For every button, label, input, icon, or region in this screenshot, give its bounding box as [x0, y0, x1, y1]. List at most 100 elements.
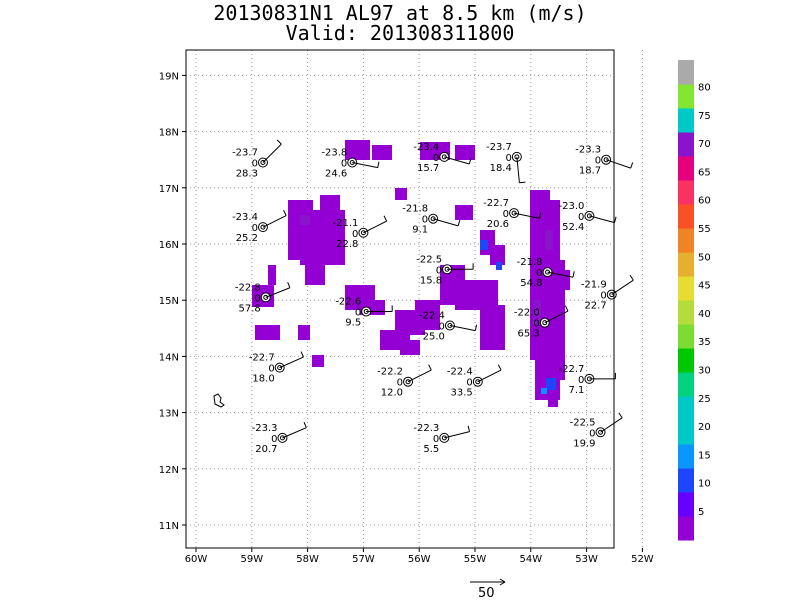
wind-barb — [282, 427, 307, 439]
station-speed: 22.8 — [336, 239, 358, 250]
station-speed: 20.7 — [255, 444, 277, 455]
station-temp: -23.8 — [321, 148, 347, 159]
station-speed: 25.2 — [236, 233, 258, 244]
station-speed: 22.7 — [584, 301, 606, 312]
wind-cell — [298, 325, 310, 340]
wind-barb — [433, 218, 459, 227]
wind-cell — [372, 145, 392, 160]
wind-barb — [600, 417, 623, 433]
colorbar-label: 5 — [698, 507, 704, 518]
station-temp: -23.7 — [232, 148, 258, 159]
wind-cell — [305, 260, 325, 285]
station-speed: 18.0 — [252, 374, 274, 385]
station-value: 0 — [252, 223, 258, 234]
station-dot — [360, 230, 366, 236]
station-value: 0 — [352, 229, 358, 240]
colorbar-label: 30 — [698, 366, 711, 377]
station-plot: -21.809.1 — [402, 204, 461, 236]
station-temp: -22.3 — [413, 423, 439, 434]
lon-tick-label: 55W — [464, 554, 487, 565]
station-dot — [260, 224, 266, 230]
colorbar-swatch — [678, 156, 694, 181]
wind-cell — [541, 388, 547, 394]
station-dot — [475, 379, 481, 385]
station-temp: -23.7 — [486, 142, 512, 153]
wind-cell — [545, 230, 553, 250]
wind-cell — [535, 355, 560, 400]
colorbar-swatch — [678, 132, 694, 157]
colorbar-label: 25 — [698, 394, 711, 405]
wind-barb — [407, 369, 432, 383]
station-speed: 52.4 — [562, 222, 584, 233]
reference-vector: 50 — [470, 578, 506, 600]
station-dot — [598, 429, 604, 435]
colorbar-swatch — [678, 276, 694, 301]
wind-barb — [513, 212, 540, 219]
wind-barb — [544, 310, 569, 324]
wind-cell — [548, 395, 558, 407]
wind-cell — [300, 215, 310, 225]
station-dot — [405, 379, 411, 385]
station-speed: 15.8 — [420, 275, 442, 286]
coastline — [213, 393, 225, 408]
station-dot — [277, 365, 283, 371]
colorbar-swatch — [678, 324, 694, 349]
colorbar-swatch — [678, 228, 694, 253]
wind-barb-feather — [474, 324, 478, 331]
colorbar-label: 45 — [698, 281, 711, 292]
station-dot — [279, 435, 285, 441]
station-plot: -22.609.5 — [335, 296, 393, 328]
colorbar-label: 40 — [698, 309, 711, 320]
wind-barb — [265, 287, 291, 298]
wind-cell — [395, 188, 407, 200]
lat-tick-label: 16N — [159, 240, 179, 251]
colorbar-swatch — [678, 108, 694, 133]
colorbar-swatch — [678, 396, 694, 421]
reference-vector-label: 50 — [478, 586, 495, 600]
wind-barb — [611, 279, 634, 295]
station-speed: 65.3 — [517, 329, 539, 340]
colorbar-swatch — [678, 348, 694, 373]
station-dot — [586, 213, 592, 219]
colorbar: 5 10 15 20 25 30 35 40 45 50 55 60 65 70 75 80 — [678, 60, 711, 541]
lat-tick-label: 19N — [159, 71, 179, 82]
colorbar-swatch — [678, 468, 694, 493]
colorbar-label: 10 — [698, 479, 711, 490]
wind-barb-feather — [630, 162, 634, 169]
wind-barb — [477, 369, 502, 383]
station-temp: -23.0 — [559, 201, 585, 212]
wind-barb — [279, 356, 304, 369]
wind-cell — [455, 145, 475, 160]
wind-barb — [444, 156, 470, 165]
colorbar-label: 20 — [698, 422, 711, 433]
station-speed: 20.6 — [487, 219, 509, 230]
colorbar-label: 35 — [698, 337, 711, 348]
station-value: 0 — [422, 215, 428, 226]
wind-barb-feather — [629, 274, 634, 281]
map-title: 20130831N1 AL97 at 8.5 km (m/s) — [213, 1, 587, 25]
lat-tick-label: 15N — [159, 296, 179, 307]
station-dot — [260, 160, 266, 166]
colorbar-label: 60 — [698, 196, 711, 207]
wind-cell — [533, 300, 541, 325]
wind-barb — [589, 215, 615, 224]
station-temp: -23.3 — [575, 145, 601, 156]
wind-cell — [492, 335, 504, 350]
wind-barb-feather — [377, 161, 380, 168]
wind-barb — [516, 156, 520, 183]
island-outline — [213, 393, 225, 408]
colorbar-swatch — [678, 252, 694, 277]
wind-barb — [547, 271, 574, 278]
station-value: 0 — [503, 209, 509, 220]
colorbar-swatch — [678, 372, 694, 397]
colorbar-swatch — [678, 180, 694, 205]
station-temp: -22.7 — [249, 353, 275, 364]
